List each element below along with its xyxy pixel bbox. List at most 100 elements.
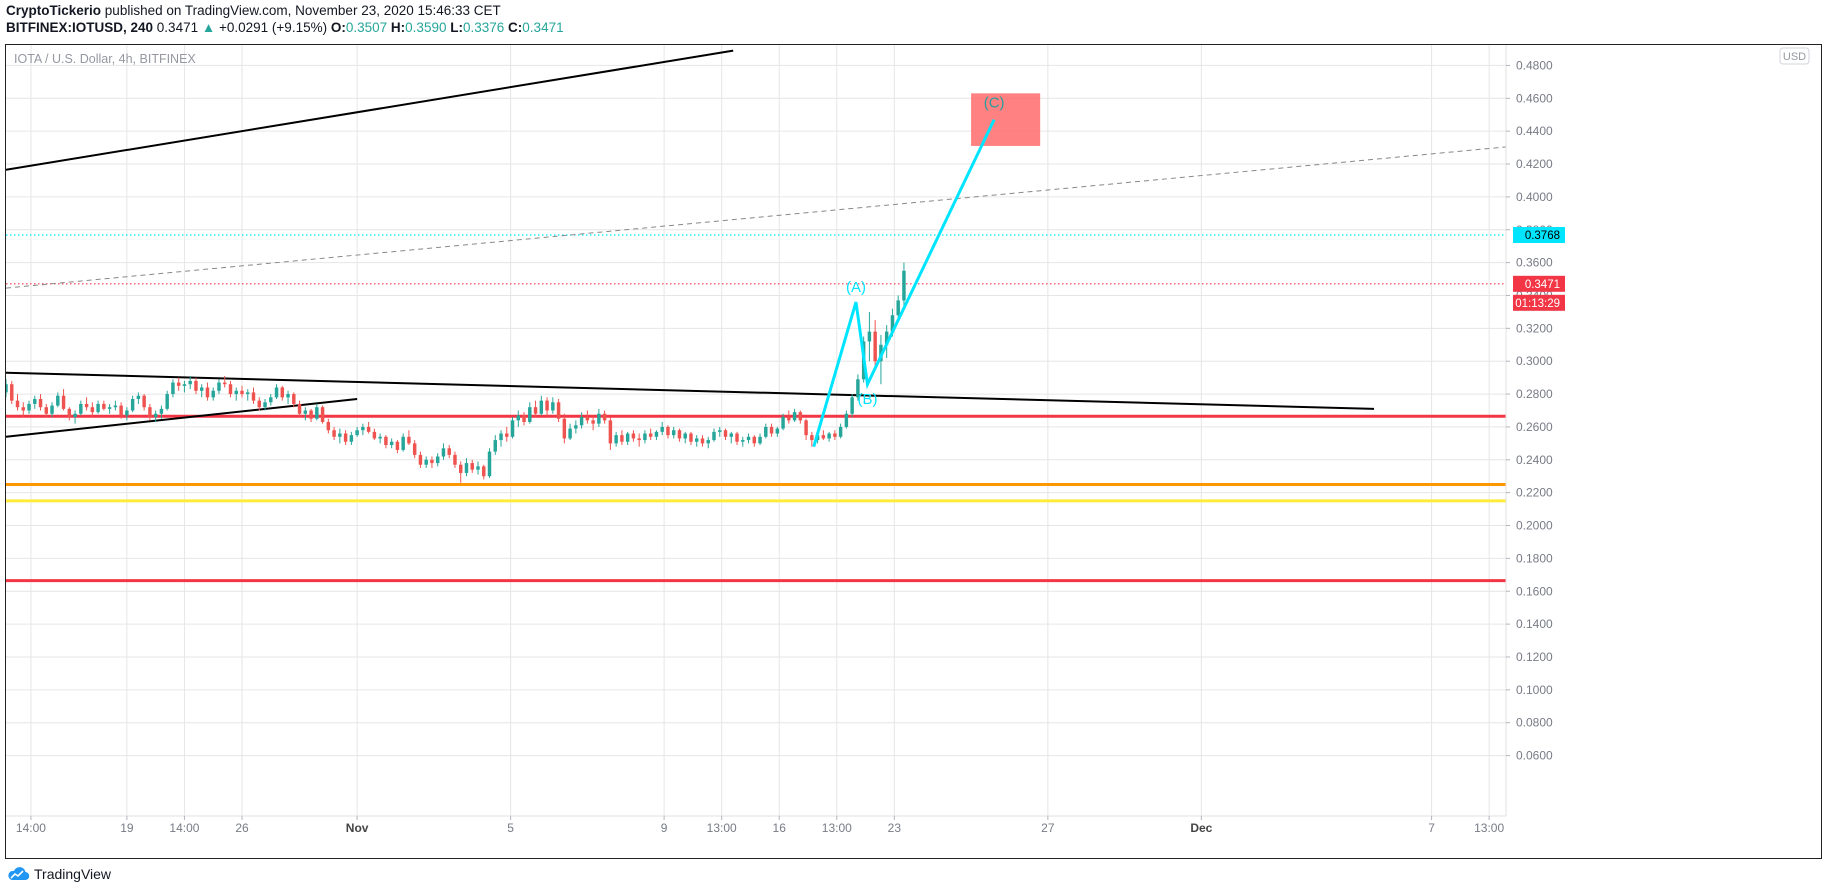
candle-body xyxy=(562,418,567,439)
candle-body xyxy=(787,417,791,421)
x-tick-label: 13:00 xyxy=(1474,821,1504,835)
y-tick-label: 0.1200 xyxy=(1516,650,1553,664)
y-tick-label: 0.0800 xyxy=(1516,716,1553,730)
candle-body xyxy=(522,415,526,423)
candle-body xyxy=(257,400,261,408)
triangle-up-icon: ▲ xyxy=(201,20,216,35)
candle-body xyxy=(775,428,780,434)
candle-body xyxy=(746,436,751,441)
candle-body xyxy=(654,431,659,437)
candle-body xyxy=(349,435,354,442)
publish-info: CryptoTickerio published on TradingView.… xyxy=(6,3,501,18)
bar-countdown-bg xyxy=(1513,294,1565,311)
y-tick-label: 0.1000 xyxy=(1516,683,1553,697)
candle-body xyxy=(61,395,66,409)
candle-body xyxy=(355,430,359,436)
candle-body xyxy=(153,413,158,418)
target-zone-box xyxy=(971,93,1041,146)
y-tick-label: 0.4400 xyxy=(1516,124,1553,138)
close-value: 0.3471 xyxy=(522,20,564,35)
candle-body xyxy=(804,420,808,436)
x-tick-label: 13:00 xyxy=(822,821,852,835)
price-label-resistance-bg xyxy=(1513,227,1565,244)
candle-body xyxy=(320,407,325,423)
candle-body xyxy=(833,433,837,437)
high-value: 0.3590 xyxy=(405,20,447,35)
candle-body xyxy=(625,433,630,442)
y-tick-label: 0.3600 xyxy=(1516,256,1553,270)
candle-body xyxy=(430,459,434,464)
candle-body xyxy=(637,438,641,441)
candle-body xyxy=(407,436,411,444)
trendline xyxy=(6,49,734,171)
candle-body xyxy=(528,407,532,423)
y-tick-label: 0.2600 xyxy=(1516,420,1553,434)
chart-legend-title: IOTA / U.S. Dollar, 4h, BITFINEX xyxy=(14,52,196,66)
y-tick-label: 0.2000 xyxy=(1516,519,1553,533)
x-tick-label: 16 xyxy=(773,821,787,835)
candle-body xyxy=(251,392,256,401)
y-tick-label: 0.1600 xyxy=(1516,584,1553,598)
candle-body xyxy=(677,430,682,439)
candle-body xyxy=(850,397,854,414)
candle-body xyxy=(274,387,279,398)
candle-body xyxy=(810,435,814,441)
candle-body xyxy=(15,400,20,408)
last-price: 0.3471 xyxy=(156,20,199,35)
x-tick-label: Dec xyxy=(1190,821,1212,835)
candle-body xyxy=(96,403,100,413)
candle-body xyxy=(246,392,250,395)
candle-body xyxy=(712,431,716,441)
candle-body xyxy=(453,454,457,465)
y-tick-label: 0.4600 xyxy=(1516,91,1553,105)
candle-body xyxy=(79,403,83,414)
candle-body xyxy=(182,384,187,386)
x-tick-label: 23 xyxy=(888,821,902,835)
tradingview-brand: TradingView xyxy=(34,866,112,882)
candle-body xyxy=(338,433,342,437)
candle-body xyxy=(706,440,710,444)
y-tick-label: 0.4000 xyxy=(1516,190,1553,204)
candle-body xyxy=(286,394,290,398)
candle-body xyxy=(217,382,221,391)
candle-body xyxy=(781,417,785,429)
candle-body xyxy=(441,448,446,457)
candle-body xyxy=(188,380,192,385)
candle-body xyxy=(435,456,440,464)
candle-body xyxy=(764,426,768,437)
currency-badge-label: USD xyxy=(1783,51,1806,63)
candle-body xyxy=(694,438,699,442)
candle-body xyxy=(130,398,135,411)
candle-body xyxy=(470,463,474,470)
x-tick-label: Nov xyxy=(346,821,369,835)
candle-body xyxy=(769,426,774,434)
bar-countdown: 01:13:29 xyxy=(1515,298,1560,310)
candle-body xyxy=(516,415,521,421)
x-tick-label: 14:00 xyxy=(169,821,199,835)
candle-body xyxy=(119,405,123,416)
tradingview-branding[interactable]: TradingView xyxy=(6,866,111,882)
candle-body xyxy=(21,407,25,411)
candle-body xyxy=(171,382,175,395)
candle-body xyxy=(142,395,146,408)
candle-body xyxy=(205,387,210,398)
candle-body xyxy=(798,412,803,421)
low-label: L: xyxy=(450,20,463,35)
currency-badge xyxy=(1779,47,1810,65)
candle-body xyxy=(378,436,382,439)
chart-pane[interactable]: (A) (B) (C) IOTA / U.S. Dollar, 4h, BITFINE… xyxy=(5,44,1822,859)
y-tick-label: 0.4200 xyxy=(1516,157,1553,171)
tradingview-cloud-icon xyxy=(8,867,30,881)
candle-body xyxy=(476,466,480,470)
candle-body xyxy=(614,435,618,444)
candle-body xyxy=(412,443,417,455)
candle-body xyxy=(148,407,152,418)
candle-body xyxy=(113,405,118,408)
y-tick-label: 0.1400 xyxy=(1516,617,1553,631)
candle-body xyxy=(556,402,561,419)
candle-body xyxy=(332,430,336,437)
price-chart[interactable]: (A) (B) (C) IOTA / U.S. Dollar, 4h, BITFINE… xyxy=(6,45,1821,858)
candle-body xyxy=(683,433,687,439)
candle-body xyxy=(838,426,843,437)
candle-body xyxy=(666,426,670,436)
